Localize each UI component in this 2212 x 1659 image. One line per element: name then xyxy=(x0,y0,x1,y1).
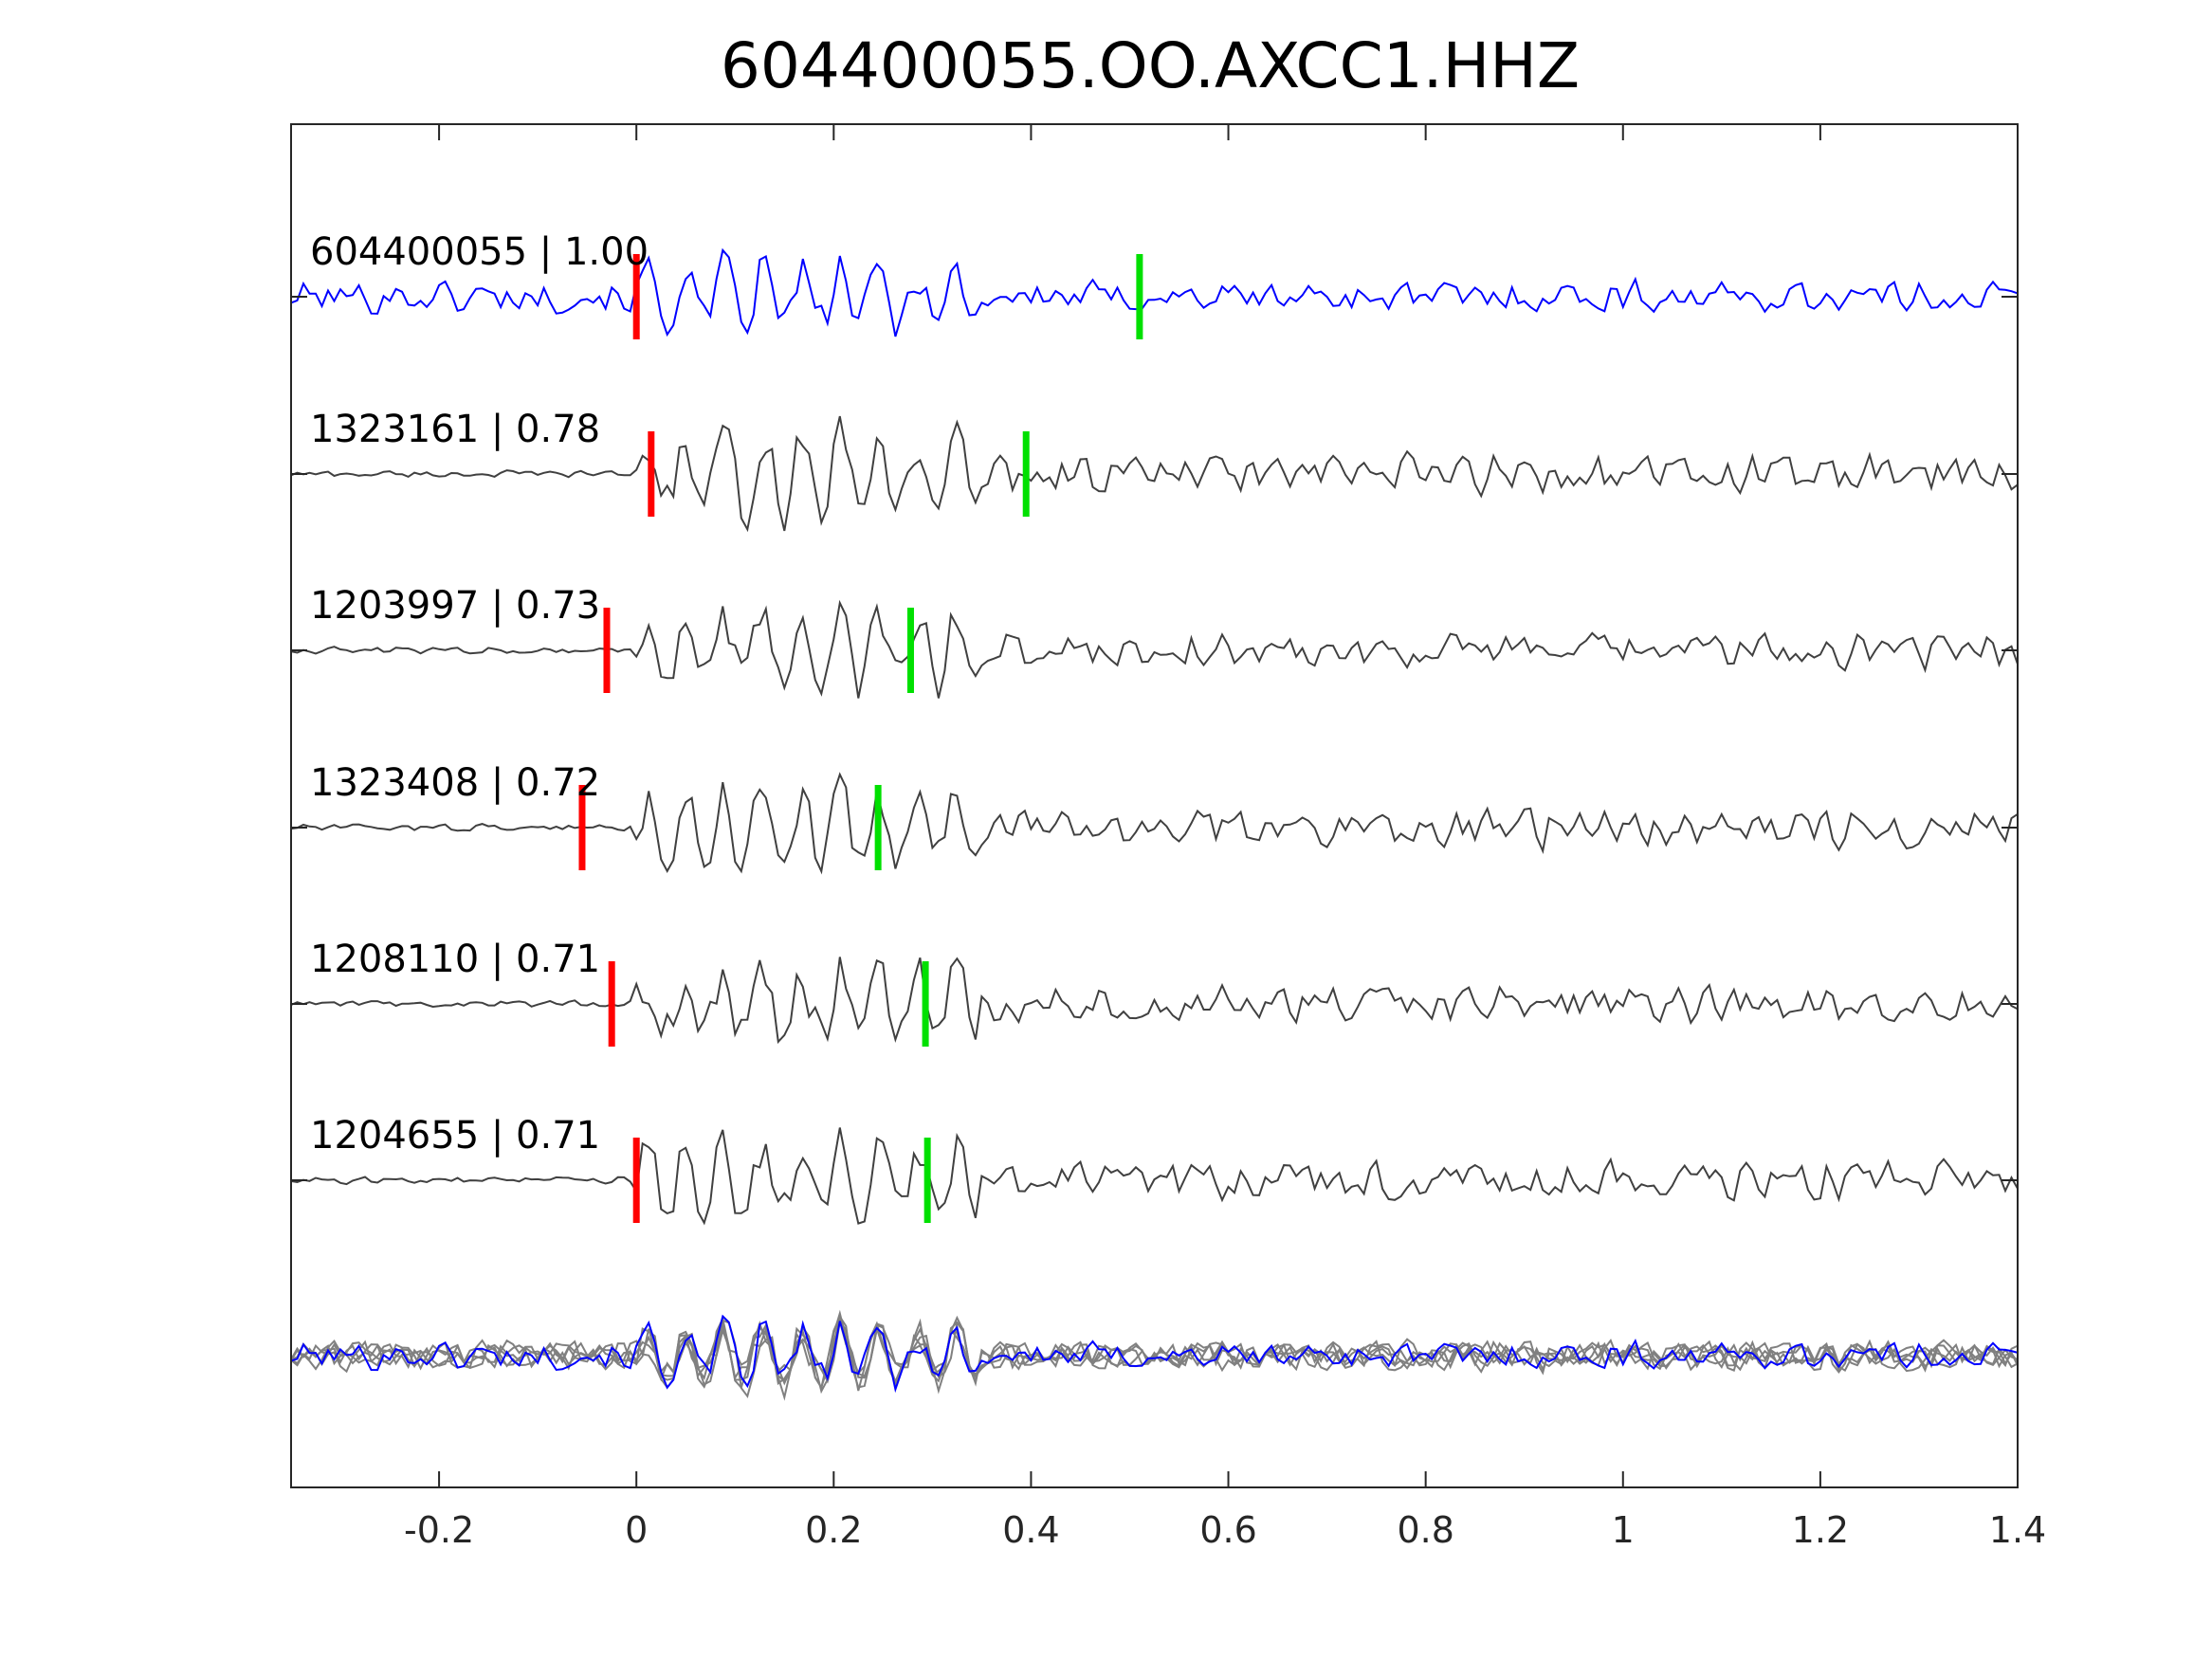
axes-frame xyxy=(290,123,2019,1488)
x-tick-label: 1.4 xyxy=(1989,1509,2046,1551)
x-tick-label: 0.2 xyxy=(805,1509,862,1551)
neighbor-trace xyxy=(290,1127,2019,1226)
overlay-template-trace xyxy=(290,1314,2019,1394)
x-tick-label: 1 xyxy=(1612,1509,1635,1551)
overlay-neighbor-trace xyxy=(290,1318,2019,1395)
template-trace xyxy=(290,247,2019,337)
overlay-neighbor-trace xyxy=(290,1309,2019,1401)
trace-label: 1323161 | 0.78 xyxy=(310,408,600,451)
neighbor-trace xyxy=(290,415,2019,533)
plot-area: 604400055 | 1.00 1323161 | 0.78 1203997 | … xyxy=(290,230,2019,1401)
x-tick-label: 0.4 xyxy=(1002,1509,1059,1551)
chart-title: 604400055.OO.AXCC1.HHZ xyxy=(721,29,1580,102)
x-tick-label: 1.2 xyxy=(1792,1509,1849,1551)
x-tick-label: 0.8 xyxy=(1397,1509,1453,1551)
neighbor-trace xyxy=(290,957,2019,1045)
x-axis: -0.2 0 0.2 0.4 0.6 0.8 1 1.2 1.4 xyxy=(404,124,2046,1551)
x-tick-label: -0.2 xyxy=(404,1509,474,1551)
neighbor-trace xyxy=(290,599,2019,699)
trace-label: 1208110 | 0.71 xyxy=(310,938,600,981)
trace-label: 1203997 | 0.73 xyxy=(310,584,600,628)
x-tick-label: 0.6 xyxy=(1199,1509,1256,1551)
trace-label: 604400055 | 1.00 xyxy=(310,230,649,274)
trace-label: 1204655 | 0.71 xyxy=(310,1114,600,1158)
x-tick-label: 0 xyxy=(625,1509,648,1551)
trace-label: 1323408 | 0.72 xyxy=(310,761,600,805)
